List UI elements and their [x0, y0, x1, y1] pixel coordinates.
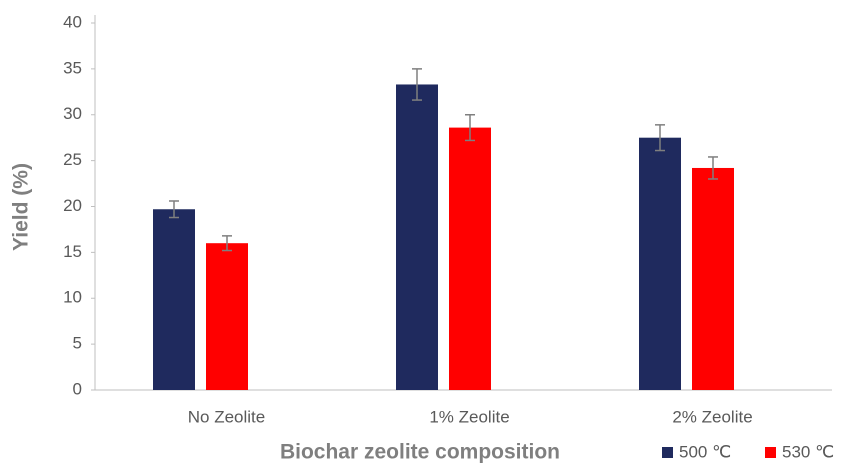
- legend-label: 500 ℃: [679, 442, 731, 461]
- error-bar: [222, 235, 232, 252]
- x-tick-label: No Zeolite: [188, 407, 265, 426]
- y-axis-title: Yield (%): [10, 163, 33, 251]
- bar: [206, 243, 248, 390]
- legend-swatch: [765, 447, 776, 458]
- bar: [639, 137, 681, 390]
- x-axis-title: Biochar zeolite composition: [280, 441, 560, 464]
- y-tick-label: 40: [63, 12, 82, 31]
- y-tick-label: 30: [63, 104, 82, 123]
- bar: [692, 167, 734, 390]
- y-tick-label: 20: [63, 196, 82, 215]
- error-bar: [412, 68, 422, 101]
- bar: [396, 84, 438, 390]
- bar: [153, 209, 195, 390]
- error-bar: [655, 124, 665, 152]
- legend-label: 530 ℃: [782, 442, 834, 461]
- y-tick-label: 0: [73, 379, 82, 398]
- x-tick-label: 2% Zeolite: [672, 407, 752, 426]
- y-tick-label: 5: [73, 334, 82, 353]
- x-tick-label: 1% Zeolite: [429, 407, 509, 426]
- legend-swatch: [662, 447, 673, 458]
- y-tick-label: 35: [63, 58, 82, 77]
- error-bar: [169, 200, 179, 219]
- error-bar: [708, 156, 718, 180]
- error-bar: [465, 114, 475, 142]
- y-tick-label: 15: [63, 242, 82, 261]
- y-tick-label: 25: [63, 150, 82, 169]
- y-tick-label: 10: [63, 288, 82, 307]
- bar: [449, 127, 491, 390]
